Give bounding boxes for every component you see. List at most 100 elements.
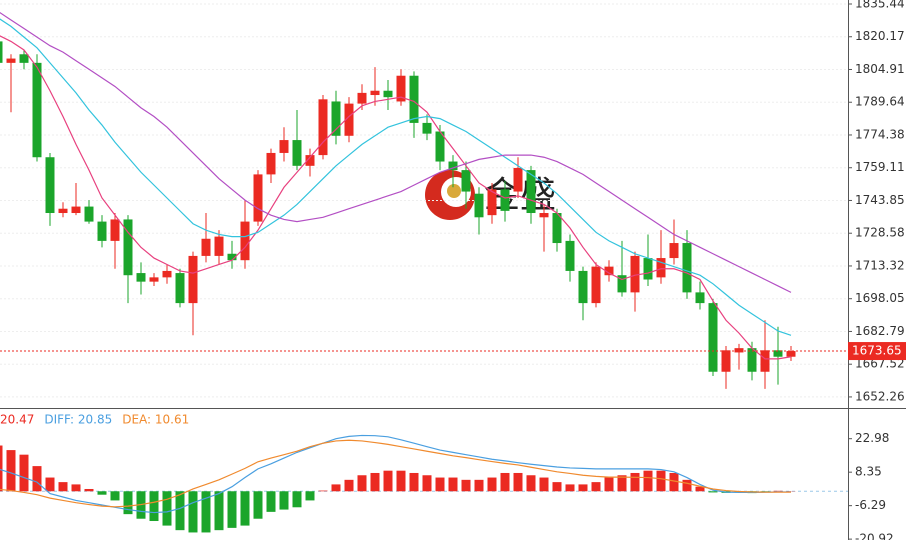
candle-body [617, 275, 627, 293]
indicator-label: 20.47 [0, 413, 34, 427]
macd-bar [604, 477, 614, 492]
candle-body [253, 174, 263, 222]
candle-body [773, 350, 783, 357]
candle-body [149, 277, 159, 282]
macd-bar [474, 479, 484, 492]
macd-bar [591, 482, 601, 492]
macd-bar [526, 475, 536, 492]
macd-bar [617, 475, 627, 492]
candle-body [474, 193, 484, 218]
macd-bar [370, 472, 380, 492]
macd-bar [383, 470, 393, 492]
macd-bar [71, 484, 81, 492]
y-tick-label: 1743.85 [855, 193, 905, 207]
candle-body [630, 255, 640, 293]
candle-body [539, 213, 549, 218]
candle-body [396, 75, 406, 102]
y-tick-label: 1820.17 [855, 29, 905, 43]
macd-bar [643, 470, 653, 492]
y-tick-label: 1713.32 [855, 258, 905, 272]
candle-body [6, 58, 16, 63]
candle-body [500, 189, 510, 211]
indicator-line [0, 35, 792, 360]
macd-bar [669, 472, 679, 492]
macd-bar [32, 466, 42, 492]
macd-bar [357, 475, 367, 492]
candle-body [214, 236, 224, 256]
candle-body [448, 161, 458, 171]
candle-body [734, 348, 744, 353]
macd-bar [110, 491, 120, 501]
candle-body [591, 266, 601, 304]
candle-body [279, 140, 289, 153]
candle-body [695, 292, 705, 304]
candle-body [201, 238, 211, 256]
macd-pane: 22.98 8.35 -6.29 -20.92 20.47 DIFF: 20.85 DEA:… [0, 413, 894, 540]
candle-body [45, 157, 55, 214]
candle-body [513, 167, 523, 192]
y-tick-label: 1682.79 [855, 324, 905, 338]
macd-bar [279, 491, 289, 510]
macd-bar [461, 479, 471, 492]
last-price-box [848, 342, 906, 361]
indicator-label: DIFF: 20.85 [44, 413, 112, 427]
candle-body [409, 75, 419, 123]
y-tick-label: 1835.44 [855, 0, 905, 10]
y-tick-label: 1774.38 [855, 127, 905, 141]
y-tick-label: 1698.05 [855, 291, 905, 305]
y-tick-label: 22.98 [855, 431, 889, 445]
macd-bar [19, 454, 29, 492]
candle-body [19, 54, 29, 63]
candle-body [58, 208, 68, 214]
macd-bar [513, 472, 523, 492]
macd-bar [58, 482, 68, 492]
candle-body [487, 189, 497, 216]
y-tick-label: 1652.26 [855, 389, 905, 403]
candle-body [344, 103, 354, 136]
indicator-label: DEA: 10.61 [122, 413, 189, 427]
candle-body [786, 351, 796, 357]
macd-bar [565, 484, 575, 492]
macd-bar [0, 445, 3, 492]
y-tick-label: 1804.91 [855, 62, 905, 76]
macd-bar [227, 491, 237, 528]
candle-body [32, 62, 42, 158]
indicator-line [0, 434, 791, 514]
macd-bar [682, 479, 692, 492]
candle-body [526, 170, 536, 214]
candle-body [97, 221, 107, 241]
candle-body [422, 122, 432, 134]
candle-body [71, 206, 81, 214]
candle-body [708, 303, 718, 372]
indicator-line [0, 439, 791, 508]
y-tick-label: 1667.52 [855, 357, 905, 371]
candle-body [565, 240, 575, 271]
candle-body [461, 170, 471, 192]
candle-body [760, 350, 770, 372]
macd-bar [409, 472, 419, 492]
candle-body [227, 253, 237, 261]
macd-bar [305, 491, 315, 501]
macd-bar [201, 491, 211, 533]
last-price-label: 1673.65 [852, 344, 902, 358]
macd-bar [97, 491, 107, 495]
candle-body [0, 41, 3, 63]
macd-bar [578, 484, 588, 492]
macd-bar [539, 477, 549, 492]
y-tick-label: 8.35 [855, 465, 882, 479]
candle-body [123, 219, 133, 276]
macd-bar [214, 491, 224, 531]
macd-bar [396, 470, 406, 492]
y-tick-label: 1728.58 [855, 226, 905, 240]
candle-body [240, 221, 250, 261]
candle-body [656, 258, 666, 278]
candle-body [552, 213, 562, 244]
macd-bar [656, 470, 666, 492]
macd-bar [448, 477, 458, 492]
macd-bar [188, 491, 198, 533]
macd-bar [552, 482, 562, 492]
y-tick-label: -20.92 [855, 532, 894, 540]
candle-body [305, 155, 315, 166]
candle-body [578, 270, 588, 304]
